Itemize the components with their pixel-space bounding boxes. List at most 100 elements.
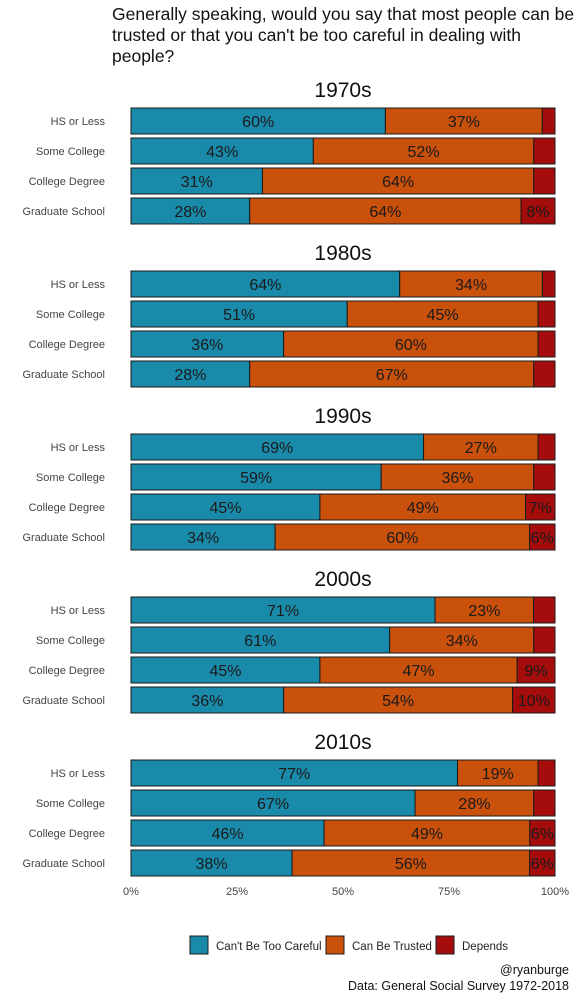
panel-title-1970s: 1970s [314, 79, 371, 102]
data-label: 60% [242, 114, 274, 131]
bar-segment-depends [516, 656, 556, 684]
data-label: 37% [448, 114, 480, 131]
y-tick-label: Some College [36, 472, 105, 484]
data-label: 23% [468, 603, 500, 620]
y-tick-label: College Degree [29, 828, 105, 840]
legend-swatch-can-t-be-too-careful [189, 935, 209, 955]
bar-segment-depends [537, 759, 556, 787]
bar-segment-can-t-be-too-careful [130, 493, 321, 521]
data-label: 34% [455, 277, 487, 294]
x-tick-label: 100% [541, 886, 569, 898]
bar-segment-can-t-be-too-careful [130, 656, 321, 684]
data-label: 36% [191, 693, 223, 710]
bar-segment-depends [533, 167, 556, 195]
data-label: 28% [174, 367, 206, 384]
legend-swatch-can-be-trusted [325, 935, 345, 955]
panel-title-1980s: 1980s [314, 242, 371, 265]
bar-segment-depends [533, 360, 556, 388]
bar-segment-can-be-trusted [283, 330, 539, 358]
y-tick-label: HS or Less [51, 605, 106, 617]
bar-segment-depends [541, 107, 556, 135]
bar-segment-can-be-trusted [312, 137, 535, 165]
bar-segment-can-t-be-too-careful [130, 523, 276, 551]
legend-label-can-t-be-too-careful: Can't Be Too Careful [216, 941, 322, 953]
bar-segment-depends [529, 819, 556, 847]
data-label: 10% [518, 693, 550, 710]
panel-title-1990s: 1990s [314, 405, 371, 428]
bar-segment-can-t-be-too-careful [130, 819, 325, 847]
data-label: 28% [174, 204, 206, 221]
data-label: 60% [395, 337, 427, 354]
bar-segment-can-t-be-too-careful [130, 270, 401, 298]
data-label: 27% [465, 440, 497, 457]
data-label: 45% [209, 663, 241, 680]
data-label: 64% [369, 204, 401, 221]
data-label: 31% [181, 174, 213, 191]
bar-segment-can-t-be-too-careful [130, 197, 251, 225]
bar-segment-can-be-trusted [346, 300, 539, 328]
data-label: 45% [427, 307, 459, 324]
data-label: 59% [240, 470, 272, 487]
bar-segment-can-be-trusted [384, 107, 543, 135]
data-label: 64% [249, 277, 281, 294]
data-label: 6% [531, 856, 554, 873]
data-label: 56% [395, 856, 427, 873]
x-tick-label: 0% [123, 886, 139, 898]
data-label: 34% [446, 633, 478, 650]
bar-segment-depends [533, 789, 556, 817]
bar-segment-depends [520, 197, 556, 225]
data-label: 36% [191, 337, 223, 354]
bar-segment-depends [533, 596, 556, 624]
bar-segment-can-t-be-too-careful [130, 596, 436, 624]
bar-segment-depends [533, 137, 556, 165]
y-tick-label: Some College [36, 635, 105, 647]
data-label: 19% [482, 766, 514, 783]
bar-segment-can-t-be-too-careful [130, 626, 391, 654]
data-label: 6% [531, 826, 554, 843]
panel-title-2010s: 2010s [314, 731, 371, 754]
bar-segment-can-be-trusted [389, 626, 535, 654]
bar-segment-depends [525, 493, 556, 521]
y-tick-label: Graduate School [22, 532, 105, 544]
data-source: Data: General Social Survey 1972-2018 [348, 979, 569, 993]
data-label: 28% [458, 796, 490, 813]
bar-segment-can-t-be-too-careful [130, 137, 314, 165]
legend-swatch-depends [435, 935, 455, 955]
legend-label-can-be-trusted: Can Be Trusted [352, 941, 432, 953]
data-label: 67% [376, 367, 408, 384]
y-tick-label: College Degree [29, 502, 105, 514]
data-label: 71% [267, 603, 299, 620]
bar-segment-can-be-trusted [249, 197, 522, 225]
y-tick-label: Graduate School [22, 206, 105, 218]
x-tick-label: 25% [226, 886, 248, 898]
bar-segment-can-t-be-too-careful [130, 759, 458, 787]
y-tick-label: HS or Less [51, 442, 106, 454]
data-label: 8% [526, 204, 549, 221]
data-label: 43% [206, 144, 238, 161]
y-tick-label: Some College [36, 309, 105, 321]
data-label: 38% [196, 856, 228, 873]
bar-segment-can-t-be-too-careful [130, 330, 285, 358]
data-label: 45% [209, 500, 241, 517]
x-tick-label: 75% [438, 886, 460, 898]
bar-segment-can-t-be-too-careful [130, 107, 386, 135]
data-label: 6% [531, 530, 554, 547]
bar-segment-can-be-trusted [283, 686, 514, 714]
legend-label-depends: Depends [462, 941, 508, 953]
y-tick-label: Some College [36, 146, 105, 158]
y-tick-label: College Degree [29, 176, 105, 188]
bar-segment-depends [533, 626, 556, 654]
bar-segment-can-t-be-too-careful [130, 789, 416, 817]
data-label: 77% [278, 766, 310, 783]
bar-segment-can-be-trusted [323, 819, 531, 847]
chart-title: Generally speaking, would you say that m… [112, 4, 575, 66]
data-label: 60% [386, 530, 418, 547]
bar-segment-depends [537, 433, 556, 461]
bar-segment-can-be-trusted [319, 656, 518, 684]
y-tick-label: College Degree [29, 339, 105, 351]
bar-segment-depends [533, 463, 556, 491]
bar-segment-can-be-trusted [319, 493, 527, 521]
bar-segment-can-t-be-too-careful [130, 849, 293, 877]
bar-segment-can-t-be-too-careful [130, 433, 425, 461]
